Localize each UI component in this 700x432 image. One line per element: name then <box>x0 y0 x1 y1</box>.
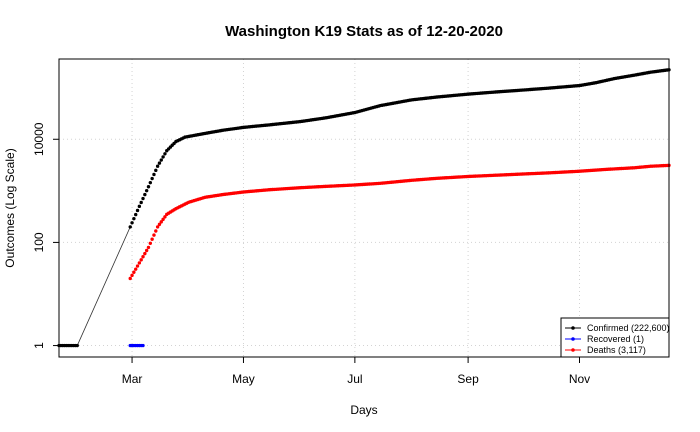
data-point <box>163 215 167 219</box>
data-point <box>132 270 136 274</box>
y-axis-label: Outcomes (Log Scale) <box>3 148 17 267</box>
data-point <box>163 152 167 156</box>
legend-swatch-point <box>571 337 575 341</box>
legend-swatch-point <box>571 326 575 330</box>
data-point <box>139 258 143 262</box>
data-point <box>150 237 154 241</box>
data-point <box>143 251 147 256</box>
data-point <box>135 264 140 268</box>
data-point <box>152 172 156 177</box>
y-tick-label: 1 <box>32 342 46 349</box>
data-point <box>139 200 143 205</box>
legend-swatch-point <box>571 348 575 352</box>
confirmed-gap-line <box>76 226 131 346</box>
x-axis-label: Days <box>350 403 377 417</box>
data-point <box>146 245 151 250</box>
data-point <box>159 158 163 162</box>
data-point <box>134 212 138 217</box>
data-point <box>130 273 134 278</box>
data-point <box>137 204 142 209</box>
data-point <box>128 276 132 281</box>
data-point <box>159 220 163 224</box>
chart-title: Washington K19 Stats as of 12-20-2020 <box>225 23 503 40</box>
x-tick-label: Sep <box>457 372 479 386</box>
series-layer <box>57 68 671 348</box>
y-tick-label: 100 <box>32 232 46 252</box>
data-point <box>150 176 154 181</box>
x-tick-label: May <box>232 372 255 386</box>
series-0 <box>57 68 671 348</box>
y-tick-label: 10000 <box>32 122 46 156</box>
legend: Confirmed (222,600)Recovered (1)Deaths (… <box>560 317 670 358</box>
data-point <box>154 168 158 173</box>
data-point <box>141 343 145 348</box>
data-point <box>134 267 138 271</box>
x-tick-label: Jul <box>347 372 362 386</box>
data-point <box>128 225 132 229</box>
data-point <box>152 233 156 237</box>
data-point <box>148 180 153 185</box>
legend-label: Confirmed (222,600) <box>587 323 670 333</box>
data-point <box>75 343 79 348</box>
plot-frame <box>58 58 670 358</box>
data-point <box>130 221 134 225</box>
data-point <box>146 185 151 189</box>
data-point <box>154 229 158 233</box>
data-point <box>135 208 140 213</box>
data-point <box>148 241 153 245</box>
data-point <box>161 155 165 159</box>
data-point <box>157 222 162 227</box>
legend-label: Deaths (3,117) <box>587 345 646 355</box>
data-point <box>132 216 136 221</box>
data-point <box>137 261 142 265</box>
series-2 <box>128 163 671 281</box>
data-point <box>155 225 160 229</box>
data-point <box>143 192 147 197</box>
data-point <box>141 196 145 201</box>
data-point <box>144 188 149 193</box>
data-point <box>141 255 145 259</box>
x-tick-label: Nov <box>569 372 590 386</box>
data-point <box>155 164 160 168</box>
data-point <box>157 161 162 165</box>
legend-label: Recovered (1) <box>587 334 644 344</box>
x-tick-label: Mar <box>122 372 143 386</box>
grid <box>59 59 669 357</box>
data-point <box>144 248 149 253</box>
series-1 <box>128 343 145 348</box>
axes: Mar May Jul Sep Nov 1 100 10000 <box>32 122 590 386</box>
data-point <box>161 217 165 222</box>
